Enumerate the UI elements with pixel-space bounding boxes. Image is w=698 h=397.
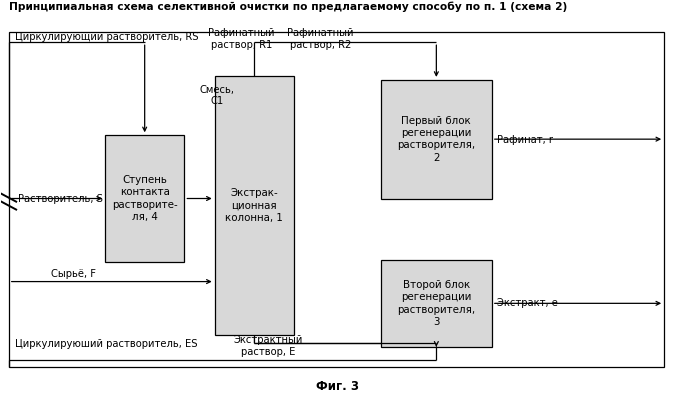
Text: Ступень
контакта
растворите-
ля, 4: Ступень контакта растворите- ля, 4: [112, 175, 177, 222]
Text: Экстрак-
ционная
колонна, 1: Экстрак- ционная колонна, 1: [225, 188, 283, 223]
Text: Рафинатный
раствор, R1: Рафинатный раствор, R1: [208, 29, 275, 50]
Text: Рафинат, r: Рафинат, r: [497, 135, 554, 145]
Text: Растворитель, S: Растворитель, S: [17, 193, 103, 204]
Bar: [381, 260, 492, 347]
Bar: [105, 135, 184, 262]
Text: Циркулирующий растворитель, RS: Циркулирующий растворитель, RS: [15, 32, 199, 42]
Text: Сырьё, F: Сырьё, F: [51, 269, 96, 279]
Bar: [215, 76, 294, 335]
Text: Второй блок
регенерации
растворителя,
3: Второй блок регенерации растворителя, 3: [397, 280, 475, 327]
Text: Смесь,
C1: Смесь, C1: [200, 85, 235, 106]
Text: Экстракт, е: Экстракт, е: [497, 298, 558, 308]
Text: Циркулируюший растворитель, ES: Циркулируюший растворитель, ES: [15, 339, 198, 349]
Text: Фиг. 3: Фиг. 3: [315, 380, 359, 393]
Bar: [9, 32, 664, 367]
Text: Экстрактный
раствор, E: Экстрактный раствор, E: [234, 335, 303, 357]
Text: Рафинатный
раствор, R2: Рафинатный раствор, R2: [287, 29, 353, 50]
Text: Первый блок
регенерации
растворителя,
2: Первый блок регенерации растворителя, 2: [397, 116, 475, 163]
Text: Принципиальная схема селективной очистки по предлагаемому способу по п. 1 (схема: Принципиальная схема селективной очистки…: [9, 1, 567, 12]
Bar: [381, 80, 492, 198]
